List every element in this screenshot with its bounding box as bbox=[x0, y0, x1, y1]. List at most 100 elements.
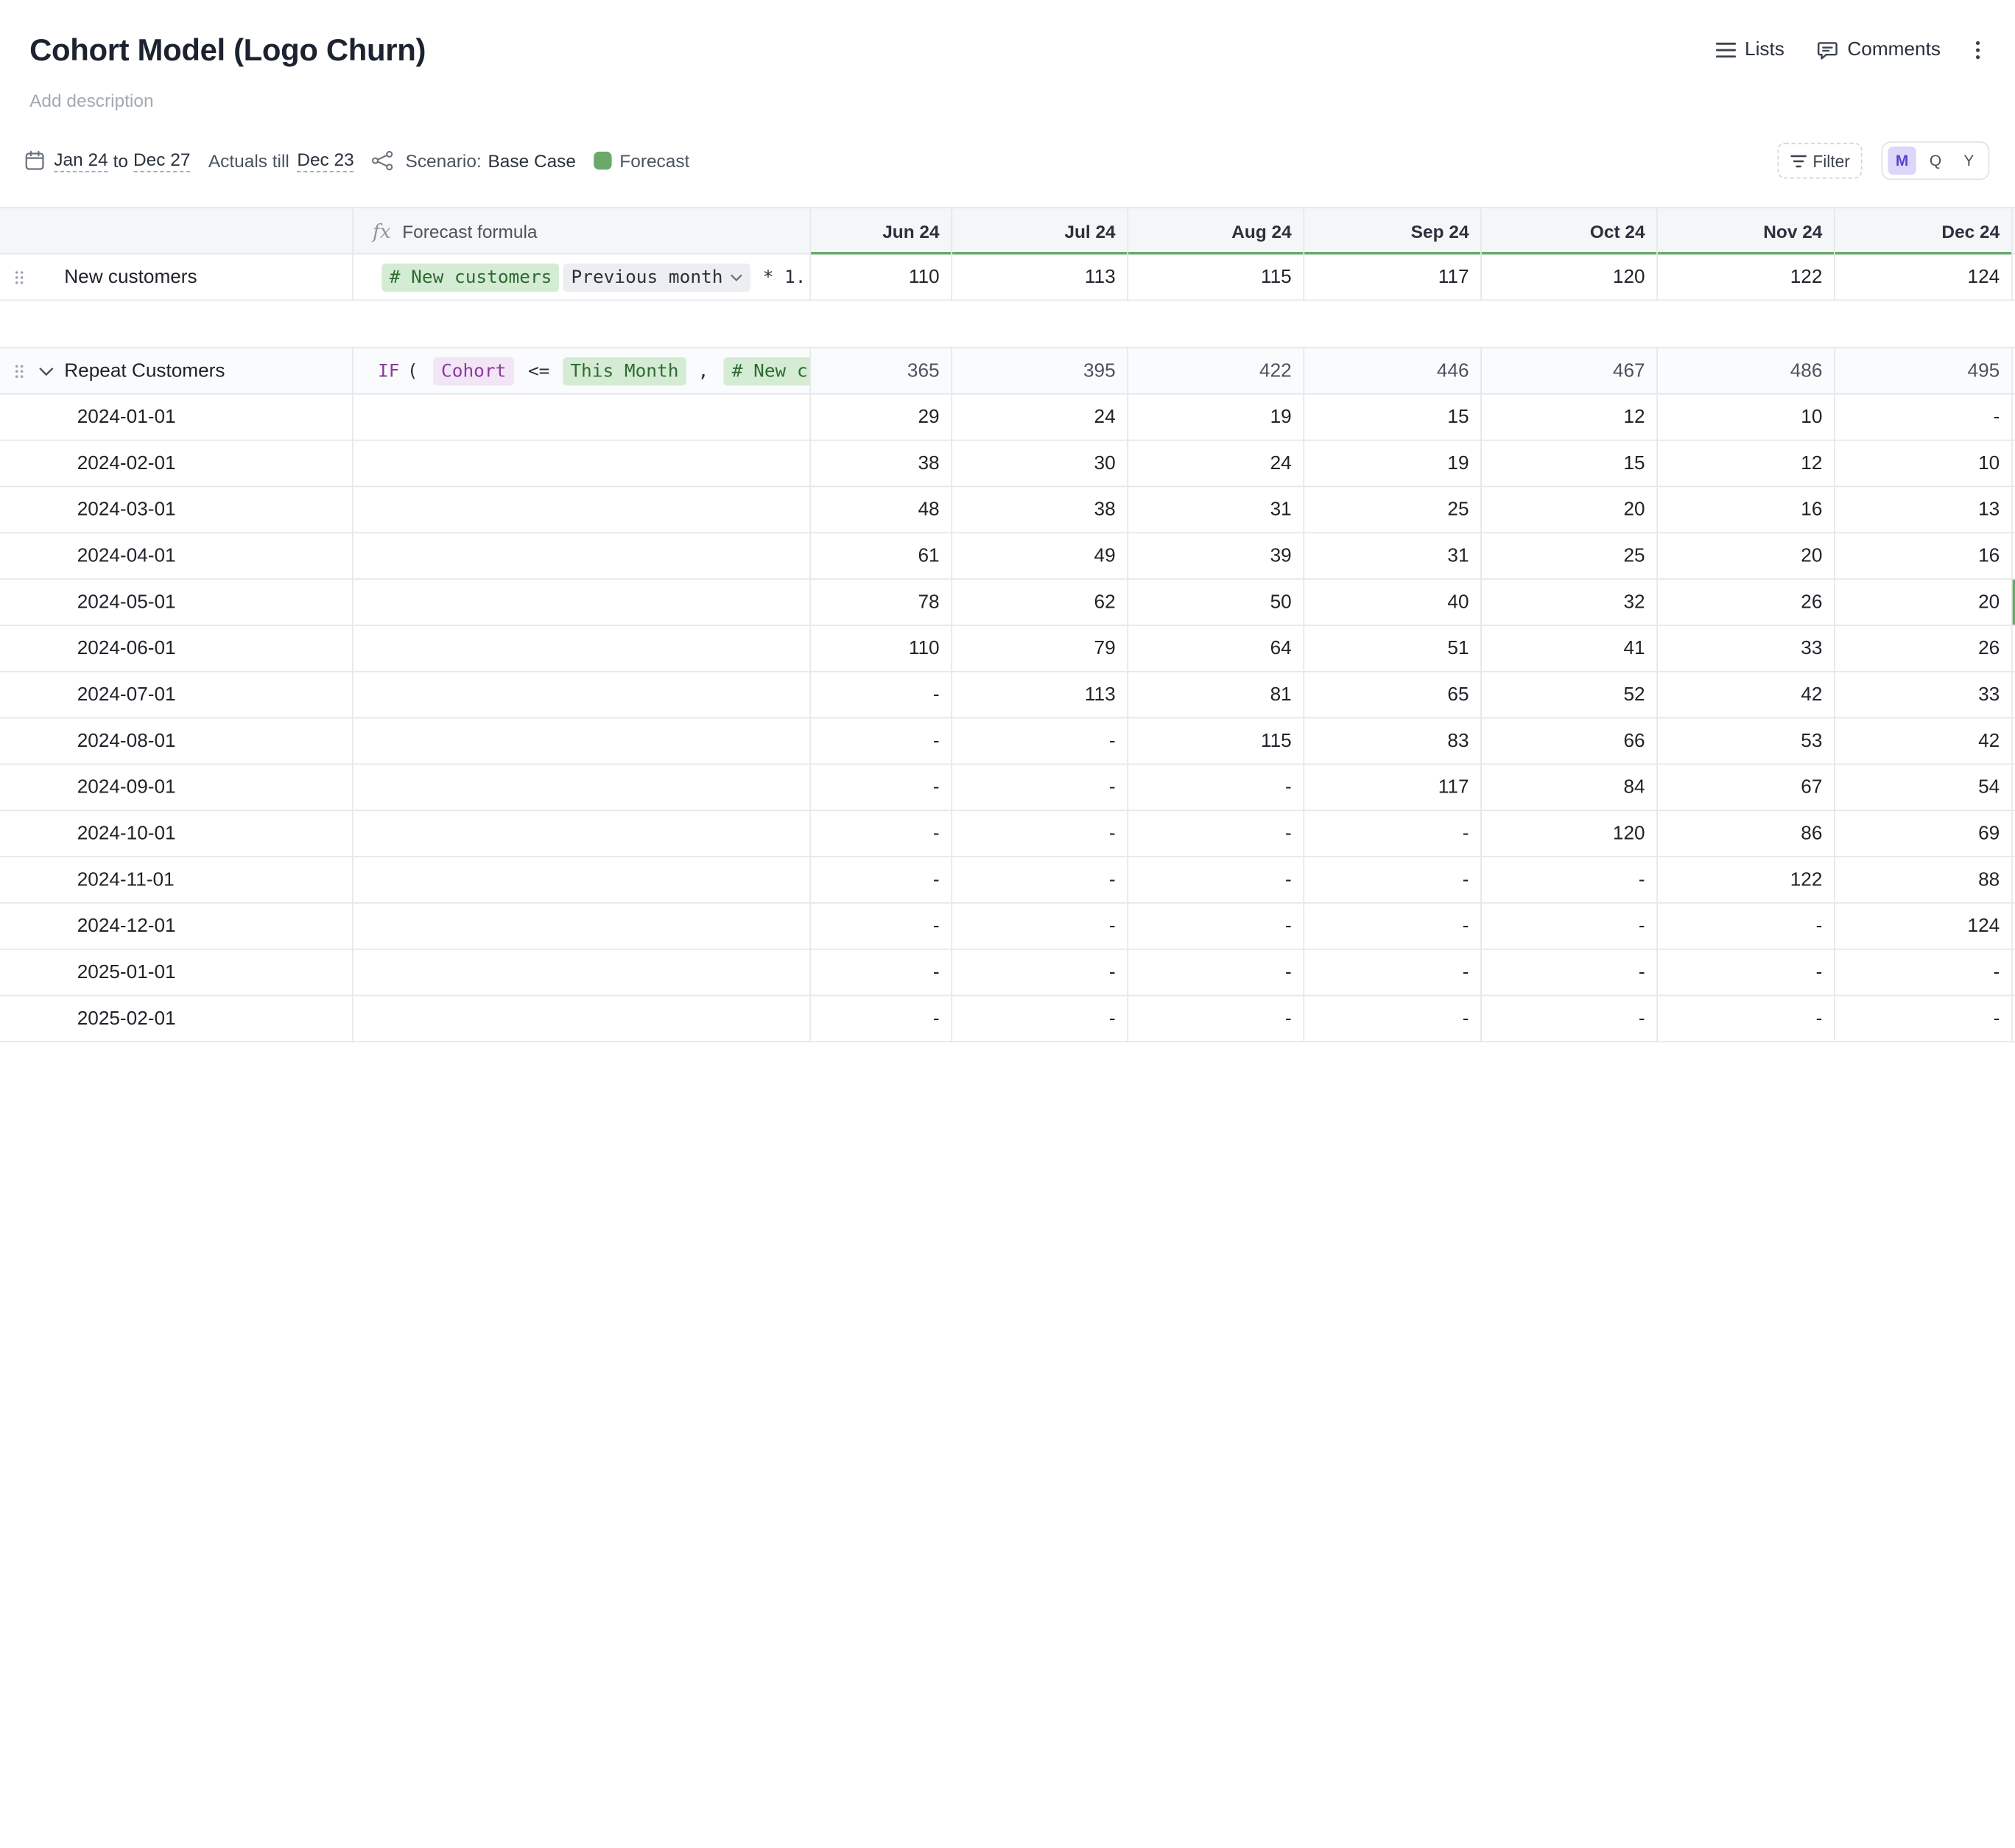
cohort-label[interactable]: 2024-07-01 bbox=[77, 684, 176, 706]
cohort-label[interactable]: 2024-09-01 bbox=[77, 776, 176, 798]
value-cell[interactable]: 25 bbox=[1482, 533, 1659, 579]
column-header[interactable]: Aug 24 bbox=[1128, 208, 1305, 255]
value-cell[interactable]: 29 bbox=[811, 394, 953, 440]
value-cell[interactable]: 30 bbox=[952, 440, 1129, 486]
value-cell[interactable]: 86 bbox=[1658, 811, 1835, 857]
value-cell[interactable]: 12 bbox=[1658, 440, 1835, 486]
filter-button[interactable]: Filter bbox=[1777, 142, 1863, 179]
lists-button[interactable]: Lists bbox=[1715, 38, 1784, 60]
value-cell[interactable]: 40 bbox=[1304, 579, 1482, 625]
value-cell[interactable]: 19 bbox=[1128, 394, 1305, 440]
column-header[interactable]: Dec 24 bbox=[1835, 208, 2013, 255]
value-cell[interactable]: - bbox=[952, 996, 1129, 1041]
cohort-label[interactable]: 2024-05-01 bbox=[77, 591, 176, 614]
row-label[interactable]: New customers bbox=[64, 266, 197, 288]
value-cell[interactable]: - bbox=[1658, 949, 1835, 995]
value-cell[interactable]: 66 bbox=[1482, 718, 1659, 764]
actuals-date[interactable]: Dec 23 bbox=[297, 149, 354, 172]
value-cell[interactable]: 20 bbox=[1835, 579, 2013, 625]
value-cell[interactable]: - bbox=[1658, 903, 1835, 949]
value-cell[interactable]: 10 bbox=[1835, 440, 2013, 486]
value-cell[interactable]: 67 bbox=[1658, 765, 1835, 810]
value-cell[interactable]: - bbox=[1304, 903, 1482, 949]
value-cell[interactable]: 84 bbox=[1482, 765, 1659, 810]
granularity-month[interactable]: M bbox=[1888, 146, 1916, 175]
formula-cell[interactable] bbox=[354, 765, 812, 810]
value-cell[interactable]: 32 bbox=[1482, 579, 1659, 625]
value-cell[interactable]: 395 bbox=[952, 348, 1129, 393]
value-cell[interactable]: - bbox=[1482, 949, 1659, 995]
formula-cell[interactable] bbox=[354, 625, 812, 671]
value-cell[interactable]: - bbox=[1304, 996, 1482, 1041]
column-header[interactable]: Sep 24 bbox=[1304, 208, 1482, 255]
value-cell[interactable]: 117 bbox=[1304, 254, 1482, 300]
cohort-label[interactable]: 2024-01-01 bbox=[77, 406, 176, 429]
value-cell[interactable]: 50 bbox=[1128, 579, 1305, 625]
value-cell[interactable]: - bbox=[811, 949, 953, 995]
value-cell[interactable]: 41 bbox=[1482, 625, 1659, 671]
value-cell[interactable]: 48 bbox=[811, 487, 953, 533]
value-cell[interactable]: 26 bbox=[1658, 579, 1835, 625]
value-cell[interactable]: 24 bbox=[1128, 440, 1305, 486]
value-cell[interactable]: 61 bbox=[811, 533, 953, 579]
scenario-selector[interactable]: Base Case bbox=[488, 150, 576, 172]
value-cell[interactable]: - bbox=[811, 718, 953, 764]
value-cell[interactable]: 115 bbox=[1128, 718, 1305, 764]
column-header[interactable]: Oct 24 bbox=[1481, 208, 1659, 255]
value-cell[interactable]: 38 bbox=[952, 487, 1129, 533]
value-cell[interactable]: 69 bbox=[1835, 811, 2013, 857]
value-cell[interactable]: 13 bbox=[1835, 487, 2013, 533]
value-cell[interactable]: 52 bbox=[1482, 672, 1659, 717]
value-cell[interactable]: 20 bbox=[1658, 533, 1835, 579]
cohort-label[interactable]: 2025-02-01 bbox=[77, 1008, 176, 1030]
row-label[interactable]: Repeat Customers bbox=[64, 359, 225, 382]
value-cell[interactable]: 24 bbox=[952, 394, 1129, 440]
value-cell[interactable]: - bbox=[952, 949, 1129, 995]
cohort-label[interactable]: 2024-08-01 bbox=[77, 730, 176, 752]
value-cell[interactable]: 42 bbox=[1658, 672, 1835, 717]
value-cell[interactable]: 53 bbox=[1658, 718, 1835, 764]
value-cell[interactable]: - bbox=[1835, 394, 2013, 440]
value-cell[interactable]: 486 bbox=[1658, 348, 1835, 393]
value-cell[interactable]: 16 bbox=[1835, 533, 2013, 579]
more-menu-button[interactable] bbox=[1974, 39, 1981, 60]
formula-cell[interactable] bbox=[354, 811, 812, 857]
value-cell[interactable]: 15 bbox=[1482, 440, 1659, 486]
comments-button[interactable]: Comments bbox=[1818, 38, 1941, 60]
value-cell[interactable]: 110 bbox=[811, 254, 953, 300]
cohort-label[interactable]: 2024-03-01 bbox=[77, 499, 176, 521]
value-cell[interactable]: - bbox=[811, 811, 953, 857]
formula-token-variable[interactable]: # New c bbox=[724, 356, 810, 385]
value-cell[interactable]: 122 bbox=[1658, 857, 1835, 902]
value-cell[interactable]: - bbox=[811, 996, 953, 1041]
value-cell[interactable]: 62 bbox=[952, 579, 1129, 625]
cohort-label[interactable]: 2024-12-01 bbox=[77, 915, 176, 938]
value-cell[interactable]: 19 bbox=[1304, 440, 1482, 486]
value-cell[interactable]: 39 bbox=[1128, 533, 1305, 579]
value-cell[interactable]: - bbox=[1128, 996, 1305, 1041]
formula-token-variable[interactable]: # New customers bbox=[381, 262, 560, 292]
value-cell[interactable]: 110 bbox=[811, 625, 953, 671]
value-cell[interactable]: 10 bbox=[1658, 394, 1835, 440]
formula-cell[interactable] bbox=[354, 579, 812, 625]
formula-cell[interactable] bbox=[354, 996, 812, 1041]
value-cell[interactable]: - bbox=[952, 811, 1129, 857]
value-cell[interactable]: - bbox=[811, 672, 953, 717]
value-cell[interactable]: 51 bbox=[1304, 625, 1482, 671]
value-cell[interactable]: 122 bbox=[1658, 254, 1835, 300]
value-cell[interactable]: 20 bbox=[1482, 487, 1659, 533]
value-cell[interactable]: - bbox=[1128, 811, 1305, 857]
value-cell[interactable]: 113 bbox=[952, 672, 1129, 717]
value-cell[interactable]: 65 bbox=[1304, 672, 1482, 717]
formula-cell[interactable] bbox=[354, 857, 812, 902]
formula-token-time[interactable]: Previous month bbox=[563, 262, 751, 292]
value-cell[interactable]: 124 bbox=[1835, 254, 2013, 300]
value-cell[interactable]: 83 bbox=[1304, 718, 1482, 764]
cohort-label[interactable]: 2024-02-01 bbox=[77, 452, 176, 474]
value-cell[interactable]: - bbox=[1482, 903, 1659, 949]
date-range-start[interactable]: Jan 24 bbox=[54, 149, 108, 172]
formula-cell[interactable] bbox=[354, 949, 812, 995]
value-cell[interactable]: - bbox=[1128, 857, 1305, 902]
value-cell[interactable]: - bbox=[1835, 996, 2013, 1041]
value-cell[interactable]: 446 bbox=[1304, 348, 1482, 393]
